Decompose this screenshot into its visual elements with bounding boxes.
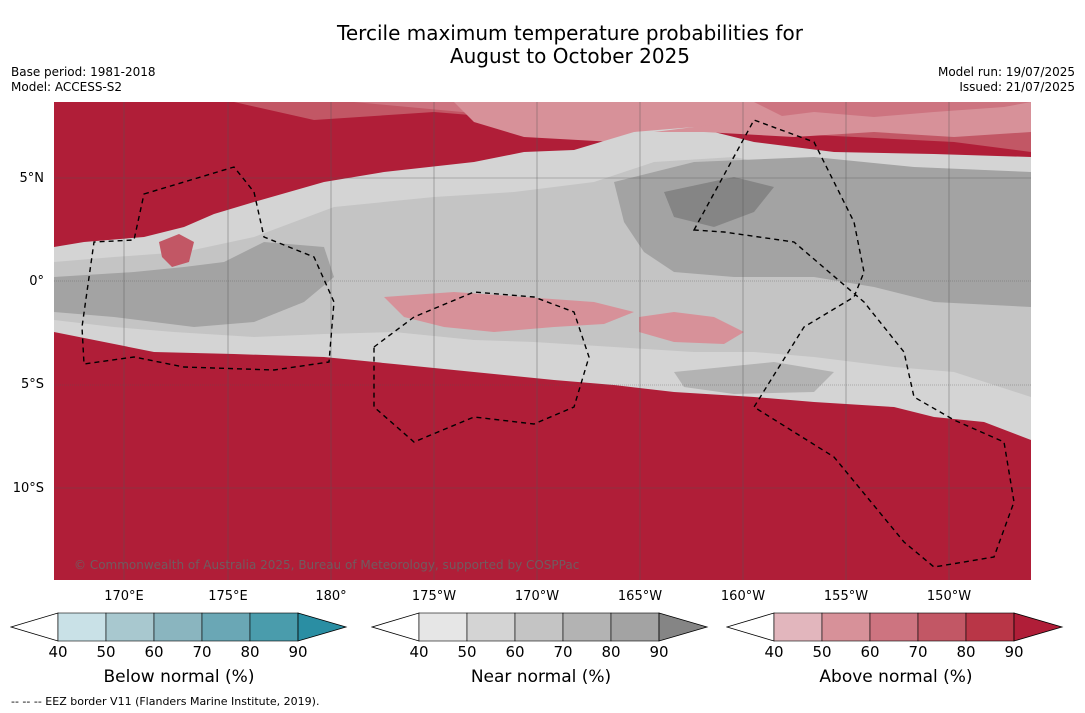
lat-label-10s: 10°S xyxy=(12,481,44,496)
colorbar-near-tick: 60 xyxy=(505,643,525,661)
colorbar-near-segment xyxy=(466,612,516,642)
lon-label-150w: 150°W xyxy=(926,589,972,604)
lon-label-155w: 155°W xyxy=(823,589,869,604)
lon-label-175e: 175°E xyxy=(208,589,248,604)
colorbar-above-tick: 70 xyxy=(908,643,928,661)
issued-date: Issued: 21/07/2025 xyxy=(959,80,1075,94)
colorbar-below-max-extension xyxy=(297,612,348,642)
colorbar-below-normal xyxy=(10,612,348,642)
title-line-1: Tercile maximum temperature probabilitie… xyxy=(337,21,803,45)
colorbar-above-min-extension xyxy=(726,612,775,642)
chart-title: Tercile maximum temperature probabilitie… xyxy=(0,22,1085,68)
colorbar-above-tick: 50 xyxy=(812,643,832,661)
lon-label-180: 180° xyxy=(315,589,347,604)
model-run: Model run: 19/07/2025 xyxy=(937,65,1075,79)
colorbar-above-tick: 80 xyxy=(956,643,976,661)
lat-label-5s: 5°S xyxy=(20,377,44,392)
title-line-2: August to October 2025 xyxy=(449,44,691,68)
colorbar-below-tick: 70 xyxy=(192,643,212,661)
colorbar-above-max-extension xyxy=(1013,612,1064,642)
lon-label-170e: 170°E xyxy=(104,589,144,604)
colorbar-below-segment xyxy=(153,612,203,642)
colorbar-near-normal xyxy=(371,612,709,642)
colorbar-below-min-extension xyxy=(10,612,59,642)
colorbar-near-tick: 40 xyxy=(409,643,429,661)
model-name: Model: ACCESS-S2 xyxy=(11,80,123,94)
colorbar-above-tick: 40 xyxy=(764,643,784,661)
colorbar-near-segment xyxy=(418,612,468,642)
base-period: Base period: 1981-2018 xyxy=(11,65,156,79)
colorbar-near-tick: 50 xyxy=(457,643,477,661)
lon-label-165w: 165°W xyxy=(617,589,663,604)
colorbar-below-tick: 50 xyxy=(96,643,116,661)
colorbar-above-tick: 90 xyxy=(1004,643,1024,661)
colorbar-label-near: Near normal (%) xyxy=(470,667,612,687)
colorbar-above-segment xyxy=(869,612,919,642)
colorbar-label-below: Below normal (%) xyxy=(103,667,255,687)
colorbar-above-segment xyxy=(821,612,871,642)
lon-label-160w: 160°W xyxy=(720,589,766,604)
left-metadata: Base period: 1981-2018 Model: ACCESS-S2 xyxy=(11,65,156,95)
right-metadata: Model run: 19/07/2025 Issued: 21/07/2025 xyxy=(938,65,1075,95)
lat-label-0: 0° xyxy=(29,274,44,289)
colorbar-near-segment xyxy=(514,612,564,642)
colorbar-below-tick: 40 xyxy=(48,643,68,661)
colorbar-near-tick: 80 xyxy=(601,643,621,661)
lon-label-170w: 170°W xyxy=(514,589,560,604)
probability-map xyxy=(54,102,1031,580)
colorbar-below-segment xyxy=(57,612,107,642)
colorbar-below-tick: 90 xyxy=(288,643,308,661)
copyright-notice: © Commonwealth of Australia 2025, Bureau… xyxy=(74,558,580,572)
eez-footnote: -- -- -- EEZ border V11 (Flanders Marine… xyxy=(11,695,320,708)
colorbar-near-segment xyxy=(562,612,612,642)
colorbar-below-segment xyxy=(249,612,299,642)
colorbar-near-tick: 70 xyxy=(553,643,573,661)
colorbar-above-tick: 60 xyxy=(860,643,880,661)
colorbar-near-segment xyxy=(610,612,660,642)
colorbar-label-above: Above normal (%) xyxy=(819,667,973,687)
colorbar-below-segment xyxy=(201,612,251,642)
colorbar-below-segment xyxy=(105,612,155,642)
colorbar-near-min-extension xyxy=(371,612,420,642)
colorbar-near-tick: 90 xyxy=(649,643,669,661)
lat-label-5n: 5°N xyxy=(19,171,45,186)
colorbar-below-tick: 80 xyxy=(240,643,260,661)
colorbar-above-segment xyxy=(965,612,1015,642)
colorbar-above-segment xyxy=(773,612,823,642)
colorbar-above-segment xyxy=(917,612,967,642)
colorbar-above-normal xyxy=(726,612,1064,642)
colorbar-below-tick: 60 xyxy=(144,643,164,661)
lon-label-175w: 175°W xyxy=(411,589,457,604)
colorbar-near-max-extension xyxy=(658,612,709,642)
